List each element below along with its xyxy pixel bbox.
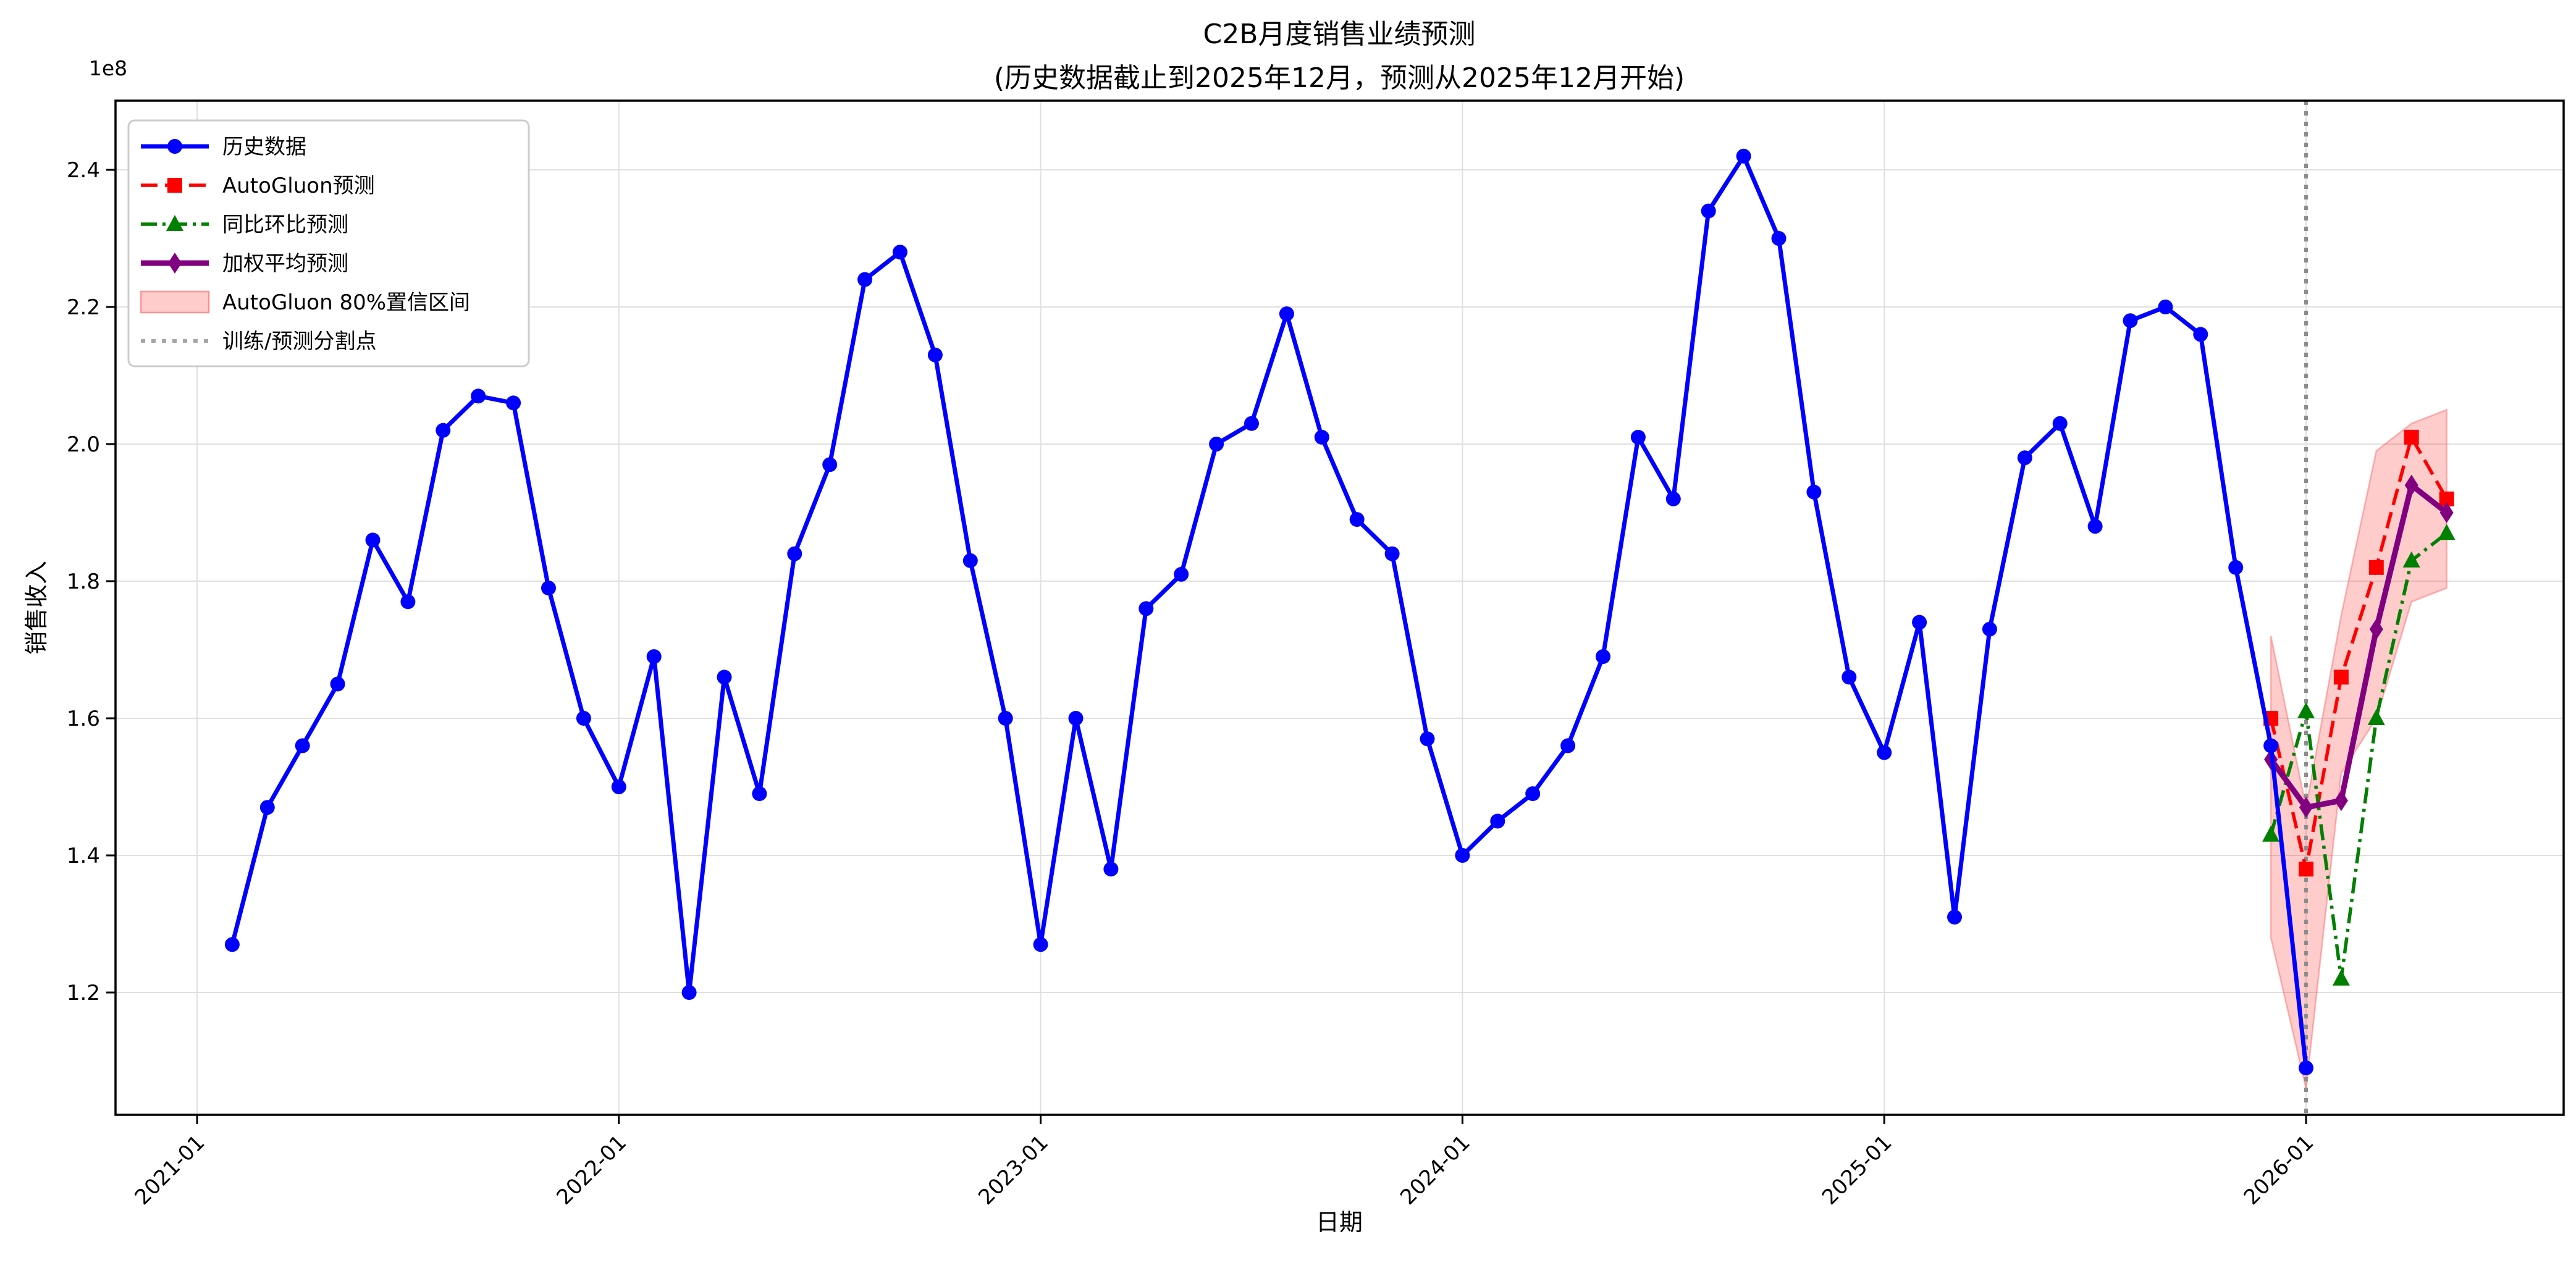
y-tick-label: 1.4 (67, 844, 100, 868)
y-tick-label: 2.4 (67, 158, 100, 183)
y-tick-label: 1.2 (67, 981, 100, 1005)
x-tick-label: 2021-01 (130, 1130, 210, 1210)
series-autogluon (2263, 429, 2454, 877)
y-axis-label: 销售收入 (23, 561, 50, 655)
x-tick-label: 2022-01 (552, 1130, 631, 1210)
chart-title: C2B月度销售业绩预测 (1203, 19, 1476, 50)
legend-item-autogluon: AutoGluon预测 (141, 174, 375, 198)
legend-item-historical: 历史数据 (141, 135, 306, 159)
x-axis-label: 日期 (1316, 1209, 1363, 1236)
series-historical (224, 148, 2313, 1076)
legend-box (127, 119, 530, 367)
axes (106, 99, 2565, 1124)
legend-item-label: 训练/预测分割点 (222, 329, 376, 354)
legend-item-confidence-interval: AutoGluon 80%置信区间 (140, 290, 470, 315)
x-tick-label: 2025-01 (1817, 1130, 1897, 1210)
legend-item-label: AutoGluon预测 (222, 174, 375, 198)
x-tick-label: 2026-01 (2239, 1130, 2319, 1210)
y-tick-label: 2.0 (67, 432, 100, 457)
y-tick-label: 1.8 (67, 569, 100, 594)
series-yoy-mom (2262, 524, 2456, 986)
series-weighted-average (2264, 474, 2454, 818)
legend-item-label: 历史数据 (222, 135, 306, 159)
y-tick-label: 2.2 (67, 295, 100, 320)
plot-border (114, 99, 2565, 1116)
legend-item-label: 同比环比预测 (222, 212, 348, 237)
y-tick-label: 1.6 (67, 707, 100, 731)
legend-item-yoy-mom: 同比环比预测 (141, 212, 348, 237)
legend-item-label: 加权平均预测 (222, 251, 348, 276)
series-lines (224, 148, 2456, 1076)
legend-item-weighted-average: 加权平均预测 (141, 251, 348, 276)
y-axis-offset-label: 1e8 (89, 56, 127, 80)
legend-item-split-point: 训练/预测分割点 (141, 329, 376, 354)
chart-subtitle: (历史数据截止到2025年12月，预测从2025年12月开始) (994, 62, 1685, 94)
legend-item-label: AutoGluon 80%置信区间 (222, 290, 470, 315)
x-tick-label: 2023-01 (974, 1130, 1053, 1210)
x-tick-label: 2024-01 (1395, 1130, 1475, 1210)
